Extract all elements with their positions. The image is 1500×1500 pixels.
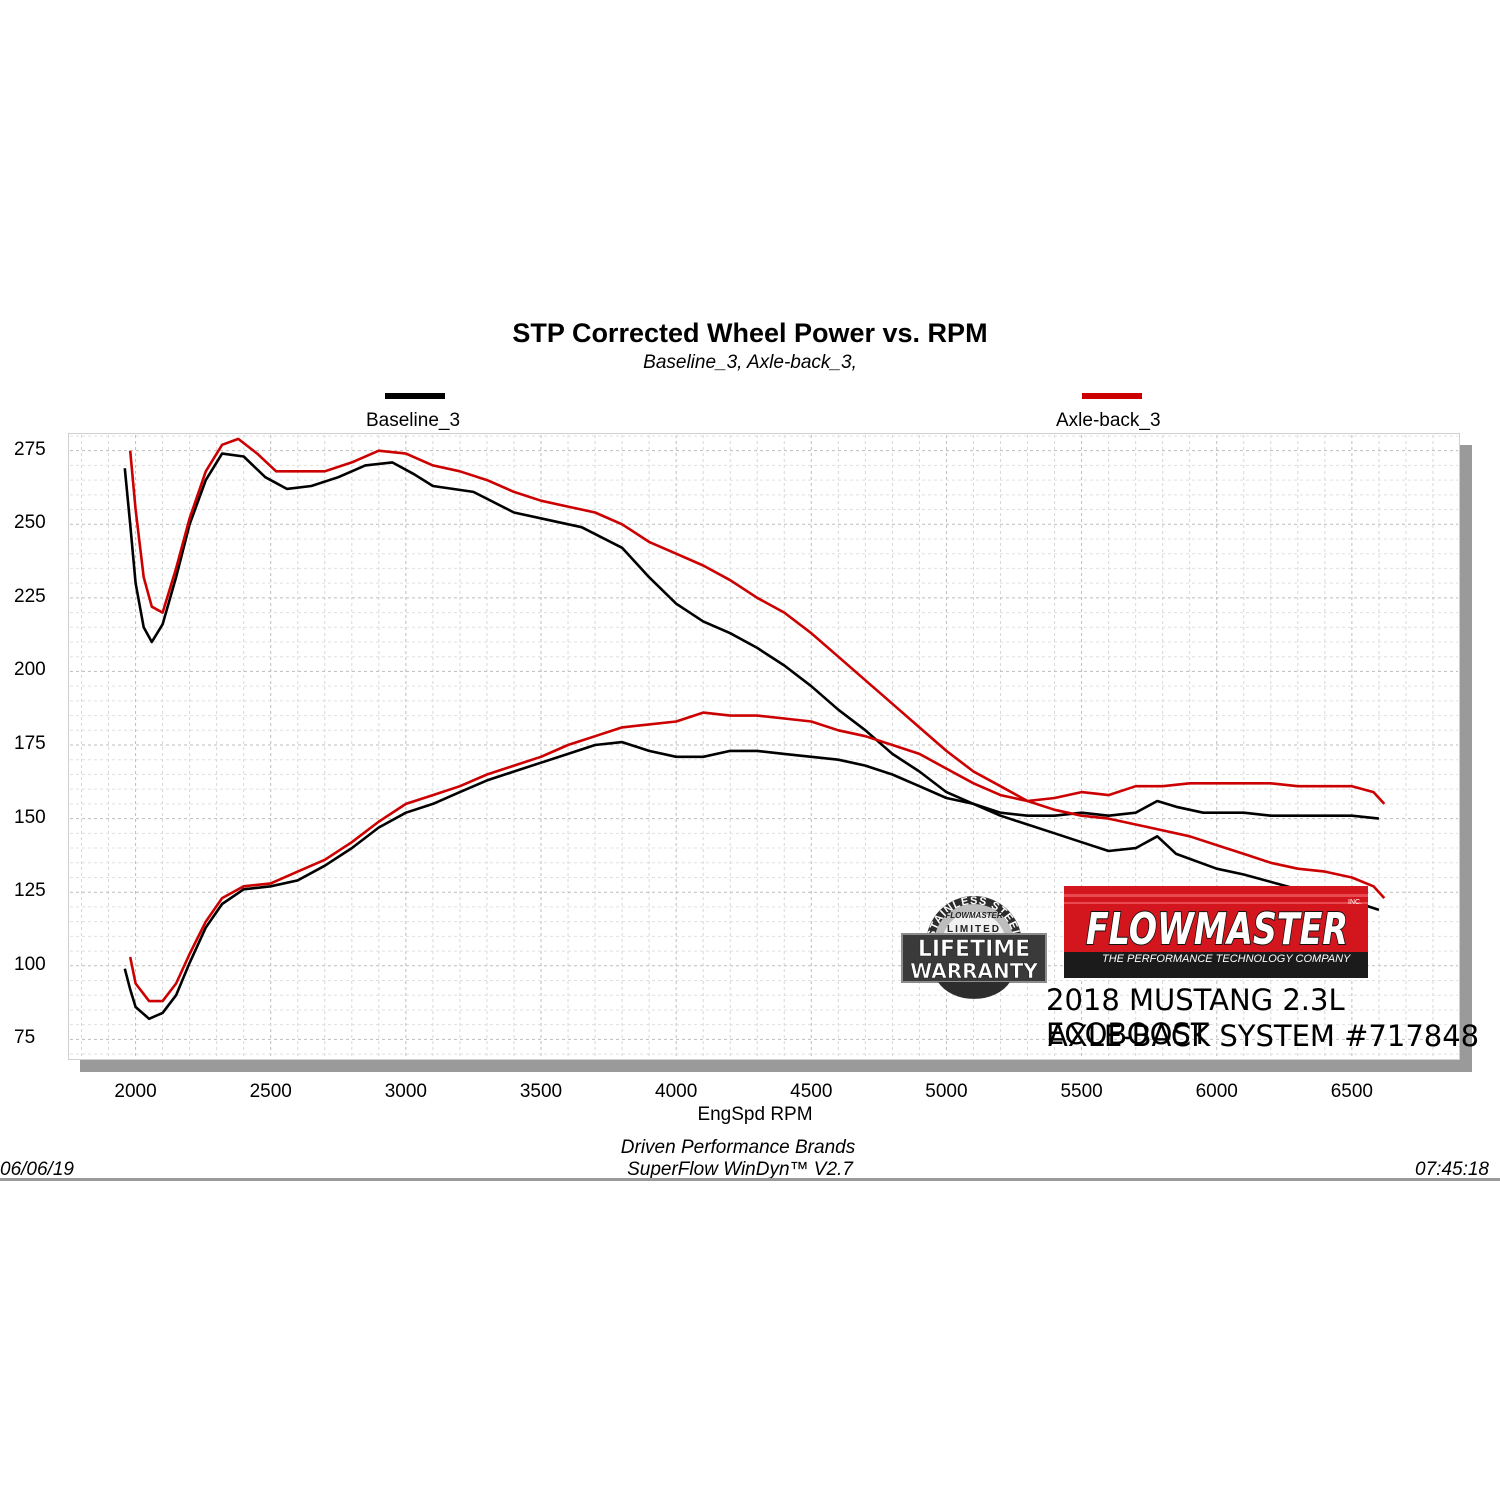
badge-limited-text: LIMITED <box>947 924 1001 935</box>
x-tick-label: 4500 <box>790 1081 833 1102</box>
legend-label-axleback: Axle-back_3 <box>1056 410 1161 431</box>
series-layer <box>123 437 1386 1021</box>
footer-date: 06/06/19 <box>0 1159 74 1180</box>
legend-swatch-baseline <box>385 393 445 399</box>
x-tick-label: 5000 <box>925 1081 968 1102</box>
chart-title: STP Corrected Wheel Power vs. RPM <box>512 318 988 348</box>
y-tick-label: 175 <box>14 733 46 755</box>
x-tick-label: 2500 <box>249 1081 292 1102</box>
flowmaster-wordmark: FLOWMASTER <box>1086 904 1348 955</box>
x-tick-label: 6500 <box>1330 1081 1374 1102</box>
y-tick-label: 250 <box>14 512 46 534</box>
footer-credit-line2: SuperFlow WinDyn™ V2.7 <box>627 1159 853 1180</box>
grid-layer <box>70 435 1458 1058</box>
y-tick-label: 275 <box>14 438 46 460</box>
legend-label-baseline: Baseline_3 <box>366 410 461 431</box>
series-line-baseline-torque <box>123 740 1380 1021</box>
y-tick-label: 100 <box>14 953 46 975</box>
x-axis-label: EngSpd RPM <box>697 1104 813 1125</box>
flowmaster-logo: FLOWMASTER INC. THE PERFORMANCE TECHNOLO… <box>1064 886 1368 978</box>
chart-subtitle: Baseline_3, Axle-back_3, <box>643 352 857 373</box>
y-tick-label: 200 <box>14 659 46 681</box>
y-tick-label: 225 <box>14 585 46 607</box>
y-tick-label: 125 <box>14 880 46 902</box>
x-tick-label: 4000 <box>655 1081 698 1102</box>
x-tick-label: 6000 <box>1195 1081 1238 1102</box>
series-line-axleback-power <box>128 437 1386 899</box>
footer-time: 07:45:18 <box>1415 1159 1489 1180</box>
flowmaster-tagline: THE PERFORMANCE TECHNOLOGY COMPANY <box>1102 953 1351 965</box>
y-tick-label: 75 <box>14 1027 36 1049</box>
x-tick-label: 3000 <box>384 1081 427 1102</box>
series-line-axleback-torque <box>128 711 1386 1003</box>
lifetime-warranty-badge: STAINLESS STEEL FLOWMASTER LIMITED LIFET… <box>901 895 1047 999</box>
legend-swatch-axleback <box>1082 393 1142 399</box>
x-tick-label: 5500 <box>1060 1081 1103 1102</box>
footer-credit-line1: Driven Performance Brands <box>620 1137 856 1158</box>
series-line-baseline-power <box>123 452 1380 912</box>
system-caption: AXLE-BACK SYSTEM #717848 <box>1048 1019 1480 1053</box>
badge-lifetime-text: LIFETIME <box>918 937 1030 962</box>
badge-brand-text: FLOWMASTER <box>945 911 1003 920</box>
y-tick-label: 150 <box>14 806 46 828</box>
x-tick-label: 2000 <box>114 1081 157 1102</box>
footer-rule <box>0 1178 1500 1181</box>
vehicle-caption: 2018 MUSTANG 2.3L ECOBOOST <box>1046 983 1345 1051</box>
badge-warranty-text: WARRANTY <box>910 959 1038 983</box>
x-tick-label: 3500 <box>519 1081 563 1102</box>
flowmaster-inc: INC. <box>1348 899 1362 906</box>
